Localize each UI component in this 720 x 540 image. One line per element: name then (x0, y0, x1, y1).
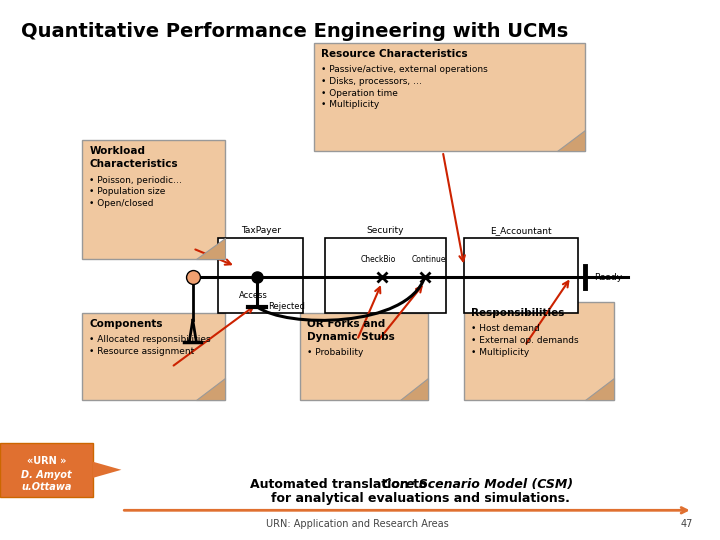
Text: Dynamic Stubs: Dynamic Stubs (307, 332, 395, 342)
Text: • Population size: • Population size (89, 187, 166, 197)
Bar (217, 238, 303, 313)
Text: for analytical evaluations and simulations.: for analytical evaluations and simulatio… (271, 492, 570, 505)
Polygon shape (93, 462, 122, 478)
Bar (464, 238, 578, 313)
Text: «URN »: «URN » (27, 456, 66, 467)
Text: • Operation time: • Operation time (321, 89, 398, 98)
Text: Resource Characteristics: Resource Characteristics (321, 49, 468, 59)
Text: • Multiplicity: • Multiplicity (472, 348, 529, 357)
Text: Workload: Workload (89, 146, 145, 156)
Text: Security: Security (366, 226, 405, 235)
FancyBboxPatch shape (300, 313, 428, 400)
Text: Rejected: Rejected (268, 302, 305, 311)
Polygon shape (585, 378, 614, 400)
Text: OR Forks and: OR Forks and (307, 319, 385, 329)
Text: • Allocated responsibilities: • Allocated responsibilities (89, 335, 211, 344)
Text: D. Amyot: D. Amyot (21, 470, 72, 480)
Text: Responsibilities: Responsibilities (472, 308, 564, 318)
Text: Core Scenario Model (CSM): Core Scenario Model (CSM) (382, 478, 573, 491)
Polygon shape (197, 238, 225, 259)
Text: • Open/closed: • Open/closed (89, 199, 154, 208)
Bar (0, 443, 93, 497)
Text: Characteristics: Characteristics (89, 159, 178, 170)
Text: TaxPayer: TaxPayer (240, 226, 281, 235)
Text: • Resource assignment: • Resource assignment (89, 347, 194, 356)
FancyBboxPatch shape (464, 302, 614, 400)
Text: CheckBio: CheckBio (361, 254, 396, 264)
Text: 47: 47 (680, 519, 693, 530)
Text: Access: Access (239, 291, 268, 300)
Text: • External op. demands: • External op. demands (472, 336, 579, 345)
Text: • Multiplicity: • Multiplicity (321, 100, 379, 110)
Text: u.Ottawa: u.Ottawa (21, 482, 72, 492)
Text: Continue: Continue (411, 254, 446, 264)
Text: • Probability: • Probability (307, 348, 364, 357)
FancyBboxPatch shape (82, 140, 225, 259)
FancyBboxPatch shape (314, 43, 585, 151)
Polygon shape (197, 378, 225, 400)
Text: Automated translation to: Automated translation to (250, 478, 436, 491)
Text: E_Accountant: E_Accountant (490, 226, 552, 235)
Text: Components: Components (89, 319, 163, 329)
Text: URN: Application and Research Areas: URN: Application and Research Areas (266, 519, 449, 530)
Text: • Passive/active, external operations: • Passive/active, external operations (321, 65, 488, 74)
Text: • Host demand: • Host demand (472, 324, 540, 333)
Text: Quantitative Performance Engineering with UCMs: Quantitative Performance Engineering wit… (22, 22, 569, 40)
Polygon shape (557, 130, 585, 151)
Bar (325, 238, 446, 313)
Text: • Poisson, periodic…: • Poisson, periodic… (89, 176, 182, 185)
FancyBboxPatch shape (82, 313, 225, 400)
Text: • Disks, processors, …: • Disks, processors, … (321, 77, 422, 86)
Polygon shape (400, 378, 428, 400)
Text: Ready: Ready (594, 273, 622, 281)
